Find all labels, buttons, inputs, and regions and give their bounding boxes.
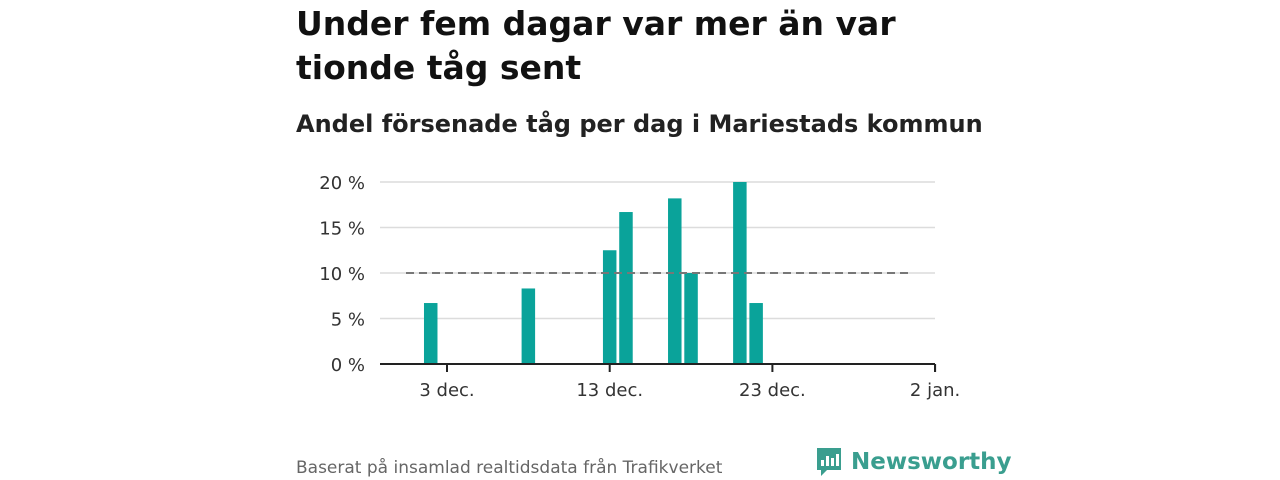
brand-name: Newsworthy: [851, 449, 1012, 475]
chart-title: Under fem dagar var mer än var tionde tå…: [296, 4, 896, 87]
bars: [423, 182, 763, 364]
y-tick-label: 10 %: [319, 264, 365, 285]
newsworthy-logo-icon: [817, 448, 841, 476]
bar: [602, 250, 617, 364]
x-tick-label: 2 jan.: [910, 380, 960, 401]
bar: [684, 273, 698, 364]
source-note: Baserat på insamlad realtidsdata från Tr…: [296, 458, 723, 478]
x-tick-label: 23 dec.: [739, 380, 806, 401]
y-tick-label: 20 %: [319, 173, 365, 194]
x-tick-label: 3 dec.: [419, 380, 474, 401]
brand-logo: Newsworthy: [815, 446, 1012, 478]
bar: [423, 303, 438, 364]
y-tick-label: 5 %: [331, 310, 365, 331]
bar: [619, 212, 633, 364]
x-axis: [380, 363, 937, 372]
x-tick-label: 13 dec.: [576, 380, 643, 401]
bar: [521, 288, 536, 364]
y-axis-labels: 0 % 5 % 10 % 15 % 20 %: [319, 173, 365, 376]
bar: [733, 182, 747, 364]
bar: [749, 303, 763, 364]
y-tick-label: 0 %: [331, 355, 365, 376]
chart-subtitle: Andel försenade tåg per dag i Mariestads…: [296, 110, 983, 138]
y-tick-label: 15 %: [319, 219, 365, 240]
grid-lines: [380, 181, 935, 320]
bar: [668, 198, 682, 364]
x-axis-labels: 3 dec. 13 dec. 23 dec. 2 jan.: [419, 380, 960, 401]
